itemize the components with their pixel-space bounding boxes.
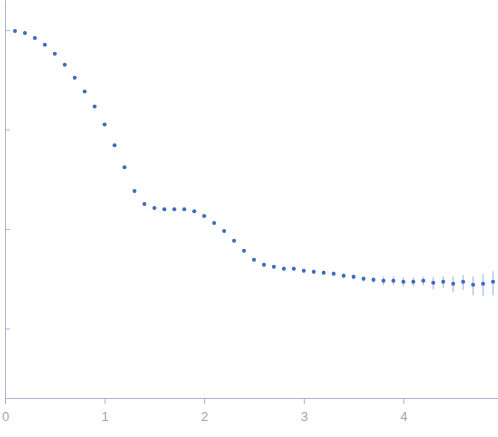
x-tick-label: 3 [301,409,308,424]
point [93,105,97,109]
x-tick-mark [105,398,106,404]
point [162,207,166,211]
point [132,189,136,193]
point [113,143,117,147]
chart: 0 1 2 3 4 [0,0,498,437]
point [411,280,415,284]
point [232,239,236,243]
point [312,270,316,274]
x-tick-mark [204,398,205,404]
x-tick-label: 2 [201,409,208,424]
point [192,209,196,213]
point [461,280,465,284]
x-axis-line [6,398,498,399]
point [491,280,495,284]
x-tick-mark [5,398,6,404]
point [332,272,336,276]
x-tick-label: 1 [101,409,108,424]
x-tick: 1 [101,398,108,424]
y-tick-mark [5,328,10,329]
point [292,267,296,271]
y-tick [5,30,10,31]
point [272,265,276,269]
x-tick: 0 [2,398,9,424]
point [182,207,186,211]
error-bars [15,31,493,296]
x-tick-label: 4 [400,409,407,424]
point [481,282,485,286]
point [362,277,366,281]
point [381,279,385,283]
point [441,280,445,284]
point [43,43,47,47]
y-tick [5,328,10,329]
point [222,229,226,233]
y-axis-line [5,1,6,399]
point [83,90,87,94]
point [53,52,57,56]
point [431,281,435,285]
y-tick-mark [5,129,10,130]
point [322,271,326,275]
y-axis [5,1,10,399]
point [282,267,286,271]
point [63,63,67,67]
point [23,31,27,35]
point [142,202,146,206]
point [202,214,206,218]
y-tick [5,129,10,130]
y-tick [5,229,10,230]
x-tick: 3 [301,398,308,424]
plot-area [13,29,495,296]
y-tick-mark [5,30,10,31]
point [103,123,107,127]
point [33,36,37,40]
x-tick: 4 [400,398,407,424]
x-tick-label: 0 [2,409,9,424]
point [421,279,425,283]
series [13,29,495,296]
point [172,207,176,211]
point [391,279,395,283]
point [73,76,77,80]
x-tick-mark [304,398,305,404]
point [123,165,127,169]
point [252,258,256,262]
point [352,275,356,279]
point [152,206,156,210]
point [13,29,17,33]
point [242,249,246,253]
point [372,278,376,282]
point [471,283,475,287]
x-axis: 0 1 2 3 4 [2,398,498,424]
x-tick: 2 [201,398,208,424]
y-tick-mark [5,229,10,230]
point [451,282,455,286]
point [342,274,346,278]
x-tick-mark [403,398,404,404]
point [302,269,306,273]
point [262,263,266,267]
point [401,280,405,284]
point [212,221,216,225]
